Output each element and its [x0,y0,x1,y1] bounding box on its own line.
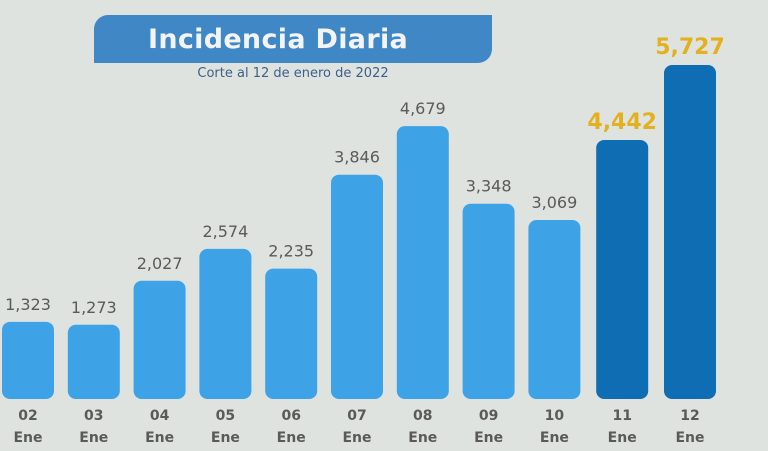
bar-11 [596,139,649,399]
tick-label-day: 04 [150,408,170,424]
bar-03 [67,324,120,399]
chart-title: Incidencia Diaria [147,23,409,55]
bar-12 [664,65,716,399]
tick-label-month: Ene [211,430,240,446]
tick-label-day: 02 [18,408,37,424]
tick-label-day: 10 [545,408,565,424]
bar-08 [396,126,449,400]
tick-label-month: Ene [342,430,371,446]
data-label-05: 2,574 [202,222,248,241]
data-label-08: 4,679 [400,99,446,118]
data-label-07: 3,846 [334,148,380,167]
data-label-12: 5,727 [655,35,725,60]
tick-label-day: 09 [479,408,498,424]
tick-label-day: 03 [84,408,103,424]
data-label-04: 2,027 [137,254,183,273]
tick-label-month: Ene [79,430,108,446]
tick-label-month: Ene [13,430,42,446]
tick-label-day: 05 [216,408,235,424]
tick-label-month: Ene [540,430,569,446]
tick-label-month: Ene [408,430,437,446]
tick-label-day: 08 [413,408,432,424]
tick-label-month: Ene [474,430,503,446]
data-label-09: 3,348 [466,177,512,196]
tick-label-month: Ene [608,430,637,446]
tick-label-month: Ene [277,430,306,446]
tick-label-month: Ene [675,430,704,446]
data-label-10: 3,069 [531,193,577,212]
bar-04 [133,280,186,399]
tick-label-month: Ene [145,430,174,446]
tick-label-day: 06 [281,408,300,424]
tick-label-day: 11 [612,408,631,424]
tick-label-day: 07 [347,408,366,424]
data-label-02: 1,323 [5,295,51,314]
bar-09 [462,203,515,399]
data-label-06: 2,235 [268,242,314,261]
bar-05 [199,248,252,399]
tick-label-day: 12 [680,408,699,424]
bar-02 [2,321,54,399]
bar-10 [528,220,581,399]
title-banner: Incidencia Diaria [94,15,492,63]
bar-07 [331,174,383,399]
data-label-11: 4,442 [587,110,657,135]
chart-subtitle: Corte al 12 de enero de 2022 [197,66,389,81]
data-label-03: 1,273 [71,298,117,317]
bar-06 [265,268,318,399]
